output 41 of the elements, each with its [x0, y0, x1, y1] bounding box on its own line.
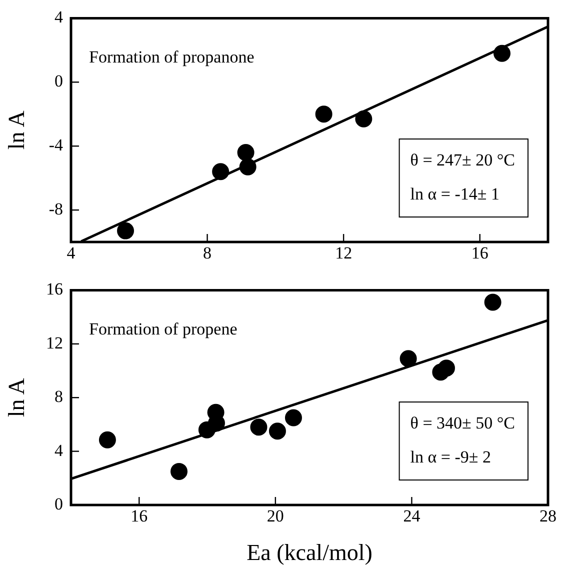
x-tick-label: 16 [471, 244, 488, 263]
y-tick-label: 8 [54, 387, 63, 406]
point [438, 360, 455, 377]
point [400, 350, 417, 368]
point [494, 44, 511, 62]
point [250, 418, 268, 436]
point [239, 158, 256, 176]
x-tick-label: 20 [266, 506, 284, 526]
x-axis-title: Ea (kcal/mol) [246, 540, 372, 566]
x-tick-label: 8 [203, 244, 212, 263]
y-tick-label: 12 [46, 333, 63, 352]
y-tick-label: 0 [54, 494, 63, 514]
annotation: ln α = -9± 2 [410, 447, 492, 466]
y-tick-label: 16 [46, 280, 63, 299]
y-tick-label: 4 [54, 440, 64, 460]
y-tick-label: -4 [48, 136, 64, 155]
point [117, 222, 134, 240]
point [212, 163, 230, 180]
y-axis-title: ln A [4, 378, 29, 418]
x-tick-label: 16 [130, 506, 148, 526]
annotation: Formation of propene [89, 320, 238, 339]
point [268, 422, 286, 440]
point [237, 144, 254, 161]
y-tick-label: 0 [54, 72, 63, 91]
x-tick-label: 4 [66, 244, 76, 263]
y-tick-label: 4 [54, 8, 64, 27]
annotation: θ = 340± 50 °C [410, 413, 516, 432]
point [98, 431, 116, 448]
x-tick-label: 12 [335, 244, 352, 263]
annotation: Formation of propanone [89, 48, 254, 67]
point [484, 294, 502, 311]
y-tick-label: -8 [48, 199, 63, 218]
y-axis-title: ln A [4, 110, 29, 150]
annotation: θ = 247± 20 °C [410, 150, 516, 170]
x-tick-label: 28 [540, 506, 556, 526]
point [315, 106, 332, 123]
point [284, 409, 302, 426]
point [355, 110, 372, 128]
x-tick-label: 24 [403, 506, 421, 526]
annotation: ln α = -14± 1 [410, 184, 500, 204]
point [170, 462, 188, 480]
